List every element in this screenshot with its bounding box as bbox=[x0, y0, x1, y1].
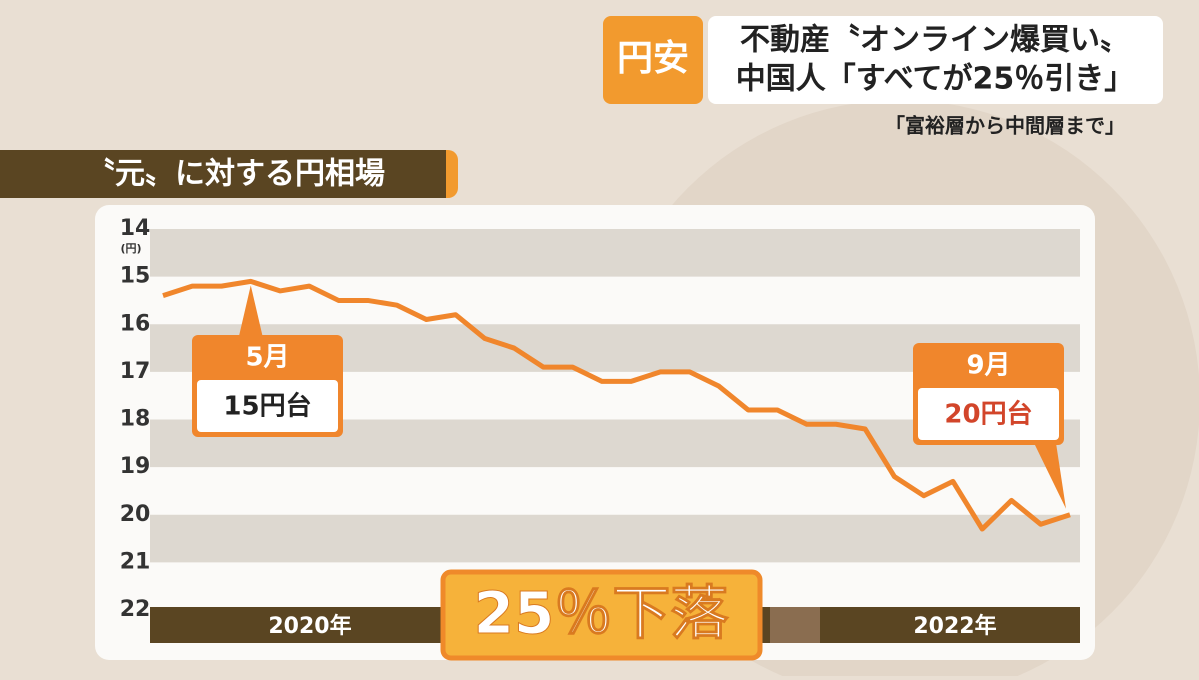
y-tick-label: 18 bbox=[120, 407, 151, 432]
headline-label-box bbox=[440, 569, 763, 661]
tag-box bbox=[603, 16, 703, 104]
line-series bbox=[162, 278, 1071, 532]
y-tick-label: 17 bbox=[120, 359, 151, 384]
headline: 不動産〝オンライン爆買い〟 bbox=[740, 23, 1130, 58]
headline-box bbox=[708, 16, 1163, 104]
chart-title: 〝元〟に対する円相場 bbox=[85, 157, 385, 192]
callout-month: 9月 bbox=[966, 351, 1010, 381]
y-tick-label: 14 bbox=[120, 216, 151, 241]
headline-label: 25％下落 bbox=[474, 579, 730, 647]
grid-stripe bbox=[150, 514, 1080, 563]
title-box bbox=[0, 150, 446, 198]
headline: 中国人「すべてが25％引き」 bbox=[736, 62, 1134, 97]
callout-text: 20円台 bbox=[944, 399, 1032, 430]
callout-text: 15円台 bbox=[223, 391, 311, 422]
callout-month: 5月 bbox=[245, 343, 289, 373]
y-tick-label: 21 bbox=[120, 549, 151, 574]
callout-pointer bbox=[1034, 443, 1066, 509]
subtitle: 「富裕層から中間層まで」 bbox=[885, 114, 1125, 138]
callout-inner bbox=[918, 388, 1059, 440]
x-band-mid bbox=[770, 607, 820, 643]
y-tick-label: 20 bbox=[120, 502, 151, 527]
tag: 円安 bbox=[617, 38, 689, 79]
callout-pointer bbox=[238, 285, 263, 337]
x-band-label: 2020年 bbox=[268, 613, 351, 639]
callout: 5月 15円台 bbox=[192, 285, 343, 437]
y-tick-label: 16 bbox=[120, 311, 151, 336]
y-tick-label: 19 bbox=[120, 454, 151, 479]
plot: 14 15 16 17 18 19 20 21 22 (円) 2020年 2022年 5月 15円台 9月 2… bbox=[120, 216, 1080, 661]
y-tick-label: 22 bbox=[120, 597, 151, 622]
x-band-label: 2022年 bbox=[913, 613, 996, 639]
y-unit: (円) bbox=[120, 242, 141, 255]
grid-stripe bbox=[150, 229, 1080, 277]
callout: 9月 20円台 bbox=[913, 343, 1066, 509]
callout-inner bbox=[197, 380, 338, 432]
y-tick-label: 15 bbox=[120, 264, 151, 289]
